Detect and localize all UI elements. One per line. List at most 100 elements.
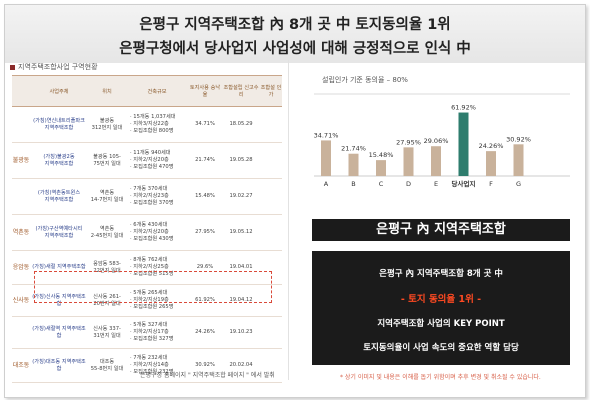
table-cell-date: 19.04.01 (222, 250, 260, 285)
bar-1 (348, 153, 359, 176)
table-cell-region (12, 178, 30, 215)
table-cell-location: 응암동 583- 22번지 일대 (88, 250, 126, 285)
table-cell-scale: · 7개동 370세대 · 지하2/지상23층 · 모집조합원 370명 (126, 178, 188, 215)
category-label: F (489, 180, 493, 188)
table-header: 토지사용 승낙율 (188, 75, 222, 107)
table-cell-blank (260, 178, 282, 215)
table-cell-name: (가칭)역촌동트윈스 지역주택조합 (30, 178, 88, 215)
table-cell-scale: · 8개동 762세대 · 지하2/지상25층 · 모집조합원 515명 (126, 250, 188, 285)
table-cell-location: 불광동 312번지 일대 (88, 106, 126, 143)
table-cell-scale: · 7개동 232세대 · 지하2/지상14층 · 모집조합원 232명 (126, 348, 188, 383)
headline-2: 은평구청에서 당사업지 사업성에 대해 긍정적으로 인식 中 (119, 41, 471, 57)
table-header (12, 75, 30, 107)
panel-line-1: 은평구 內 지역주택조합 8개 곳 中 (379, 269, 503, 279)
table-row: (가칭)역촌동트윈스 지역주택조합 역촌동 14-7번지 일대 · 7개동 370세… (12, 178, 282, 215)
table-cell-region (12, 106, 30, 143)
table-cell-location: 역촌동 2-45번지 일대 (88, 214, 126, 251)
table-cell-date: 19.05.12 (222, 214, 260, 251)
panel-line-4: 토지동의율이 사업 속도의 중요한 역할 담당 (363, 343, 519, 353)
table-cell-date: 19.10.23 (222, 316, 260, 349)
table-cell-blank (260, 142, 282, 179)
bar-3 (403, 147, 414, 176)
table-cell-name: (가칭)불광2동 지역주택조합 (30, 142, 88, 179)
bar-chart: 34.71% A 21.74% B 15.48% C 27.95% D 29.06% E 61.92… (314, 93, 570, 188)
category-label: E (434, 180, 438, 188)
table-row: (가칭)연신내트리플파크 지역주택조합 불광동 312번지 일대 · 15개동 1,… (12, 106, 282, 143)
table-footnote: 은평구청 홈페이지 " 지역주택조합 페이지 " 에서 발취 (140, 372, 275, 379)
table-header-row: 사업주체 위치 건축규모 토지사용 승낙율 조합설립 신고수리 조합설 인가 (12, 75, 282, 107)
table-row: 불광동 (가칭)불광2동 지역주택조합 불광동 105- 75번지 일대 · 11개동… (12, 142, 282, 179)
table-cell-name: (가칭)연신내트리플파크 지역주택조합 (30, 106, 88, 143)
bullet-square-icon (10, 64, 15, 70)
table-cell-scale: · 5개동 327세대 · 지하2/지상17층 · 모집조합원 327명 (126, 316, 188, 349)
table-cell-rate: 24.26% (188, 316, 222, 349)
category-label: D (406, 180, 411, 188)
table-cell-region: 대조동 (12, 348, 30, 383)
category-label: G (516, 180, 521, 188)
bar-7 (513, 144, 524, 176)
table-caption-text: 지역주택조합사업 구역현황 (18, 63, 98, 71)
table-cell-region (12, 316, 30, 349)
table-cell-region: 응암동 (12, 250, 30, 285)
table-cell-location: 역촌동 14-7번지 일대 (88, 178, 126, 215)
summary-panel: 은평구 內 지역주택조합 8개 곳 中 - 토지 동의율 1위 - 지역주택조합… (312, 251, 570, 365)
banner: 은평구 內 지역주택조합 (312, 219, 570, 241)
table-cell-scale: · 11개동 940세대 · 지하2/지상20층 · 모집조합원 470명 (126, 142, 188, 179)
bar-value-label: 61.92% (451, 104, 476, 112)
chart-title: 설립인가 기준 동의율 – 80% (322, 76, 408, 84)
table-cell-location: 불광동 105- 75번지 일대 (88, 142, 126, 179)
panel-line-3: 지역주택조합 사업의 KEY POINT (377, 319, 505, 329)
table-header: 조합설립 신고수리 (222, 75, 260, 107)
table-cell-region: 신사동 (12, 284, 30, 317)
bar-4 (431, 146, 441, 176)
table-cell-blank (260, 106, 282, 143)
header-band: 은평구 지역주택조합 內 8개 곳 中 토지동의율 1위 은평구청에서 당사업지… (5, 5, 585, 63)
divider (288, 60, 289, 380)
headline-1: 은평구 지역주택조합 內 8개 곳 中 토지동의율 1위 (139, 17, 451, 33)
table-row: 응암동 (가칭)새절 지역주택조합 응암동 583- 22번지 일대 · 8개동 76… (12, 250, 282, 285)
bar-value-label: 30.92% (506, 135, 531, 143)
table-cell-location: 대조동 55-8번지 일대 (88, 348, 126, 383)
table-cell-rate: 21.74% (188, 142, 222, 179)
panel-line-2: - 토지 동의율 1위 - (400, 294, 482, 305)
table-cell-name: (가칭)구산역예타시티 지역주택조합 (30, 214, 88, 251)
table-cell-rate: 61.92% (188, 284, 222, 317)
association-table: 사업주체 위치 건축규모 토지사용 승낙율 조합설립 신고수리 조합설 인가 (… (12, 75, 282, 383)
table-cell-name: (가칭)새절역 지역주택조합 (30, 316, 88, 349)
bar-value-label: 27.95% (396, 138, 421, 146)
table-cell-rate: 15.48% (188, 178, 222, 215)
table-cell-name: (가칭)대조동 지역주택조합 (30, 348, 88, 383)
table-cell-name: (가칭)신사동 지역주택조합 (30, 284, 88, 317)
table-cell-rate: 34.71% (188, 106, 222, 143)
category-label: C (379, 180, 384, 188)
table-cell-blank (260, 214, 282, 251)
table-cell-scale: · 5개동 265세대 · 지하2/지상19층 · 모집조합원 265명 (126, 284, 188, 317)
category-label: A (324, 180, 329, 188)
bar-value-label: 34.71% (314, 131, 339, 139)
bar-value-label: 29.06% (424, 137, 449, 145)
table-cell-location: 신사동 337- 31번지 일대 (88, 316, 126, 349)
bar-value-label: 21.74% (341, 145, 366, 153)
table-cell-blank (260, 348, 282, 383)
table-cell-date: 19.02.27 (222, 178, 260, 215)
table-row: (가칭)새절역 지역주택조합 신사동 337- 31번지 일대 · 5개동 327세… (12, 316, 282, 349)
table-header: 사업주체 (30, 75, 88, 107)
table-header: 건축규모 (126, 75, 188, 107)
table-header: 위치 (88, 75, 126, 107)
bar-0 (321, 140, 331, 176)
bar-value-label: 15.48% (369, 151, 394, 159)
table-cell-location: 신사동 261- 20번지 일대 (88, 284, 126, 317)
table-header: 조합설 인가 (260, 75, 282, 107)
bar-5 (458, 112, 469, 176)
table-cell-region: 역촌동 (12, 214, 30, 251)
table-cell-date: 19.04.12 (222, 284, 260, 317)
table-caption: 지역주택조합사업 구역현황 (10, 62, 98, 72)
bar-2 (376, 160, 386, 176)
table-cell-scale: · 15개동 1,037세대 · 지하3/지상22층 · 모집조합원 800명 (126, 106, 188, 143)
table-row: 대조동 (가칭)대조동 지역주택조합 대조동 55-8번지 일대 · 7개동 232세… (12, 348, 282, 383)
table-cell-date: 18.05.29 (222, 106, 260, 143)
bar-6 (486, 151, 496, 176)
table-cell-rate: 29.6% (188, 250, 222, 285)
disclaimer-note: * 상기 이미지 및 내용은 이해를 돕기 위함이며 추후 변경 및 취소될 수… (340, 374, 541, 381)
